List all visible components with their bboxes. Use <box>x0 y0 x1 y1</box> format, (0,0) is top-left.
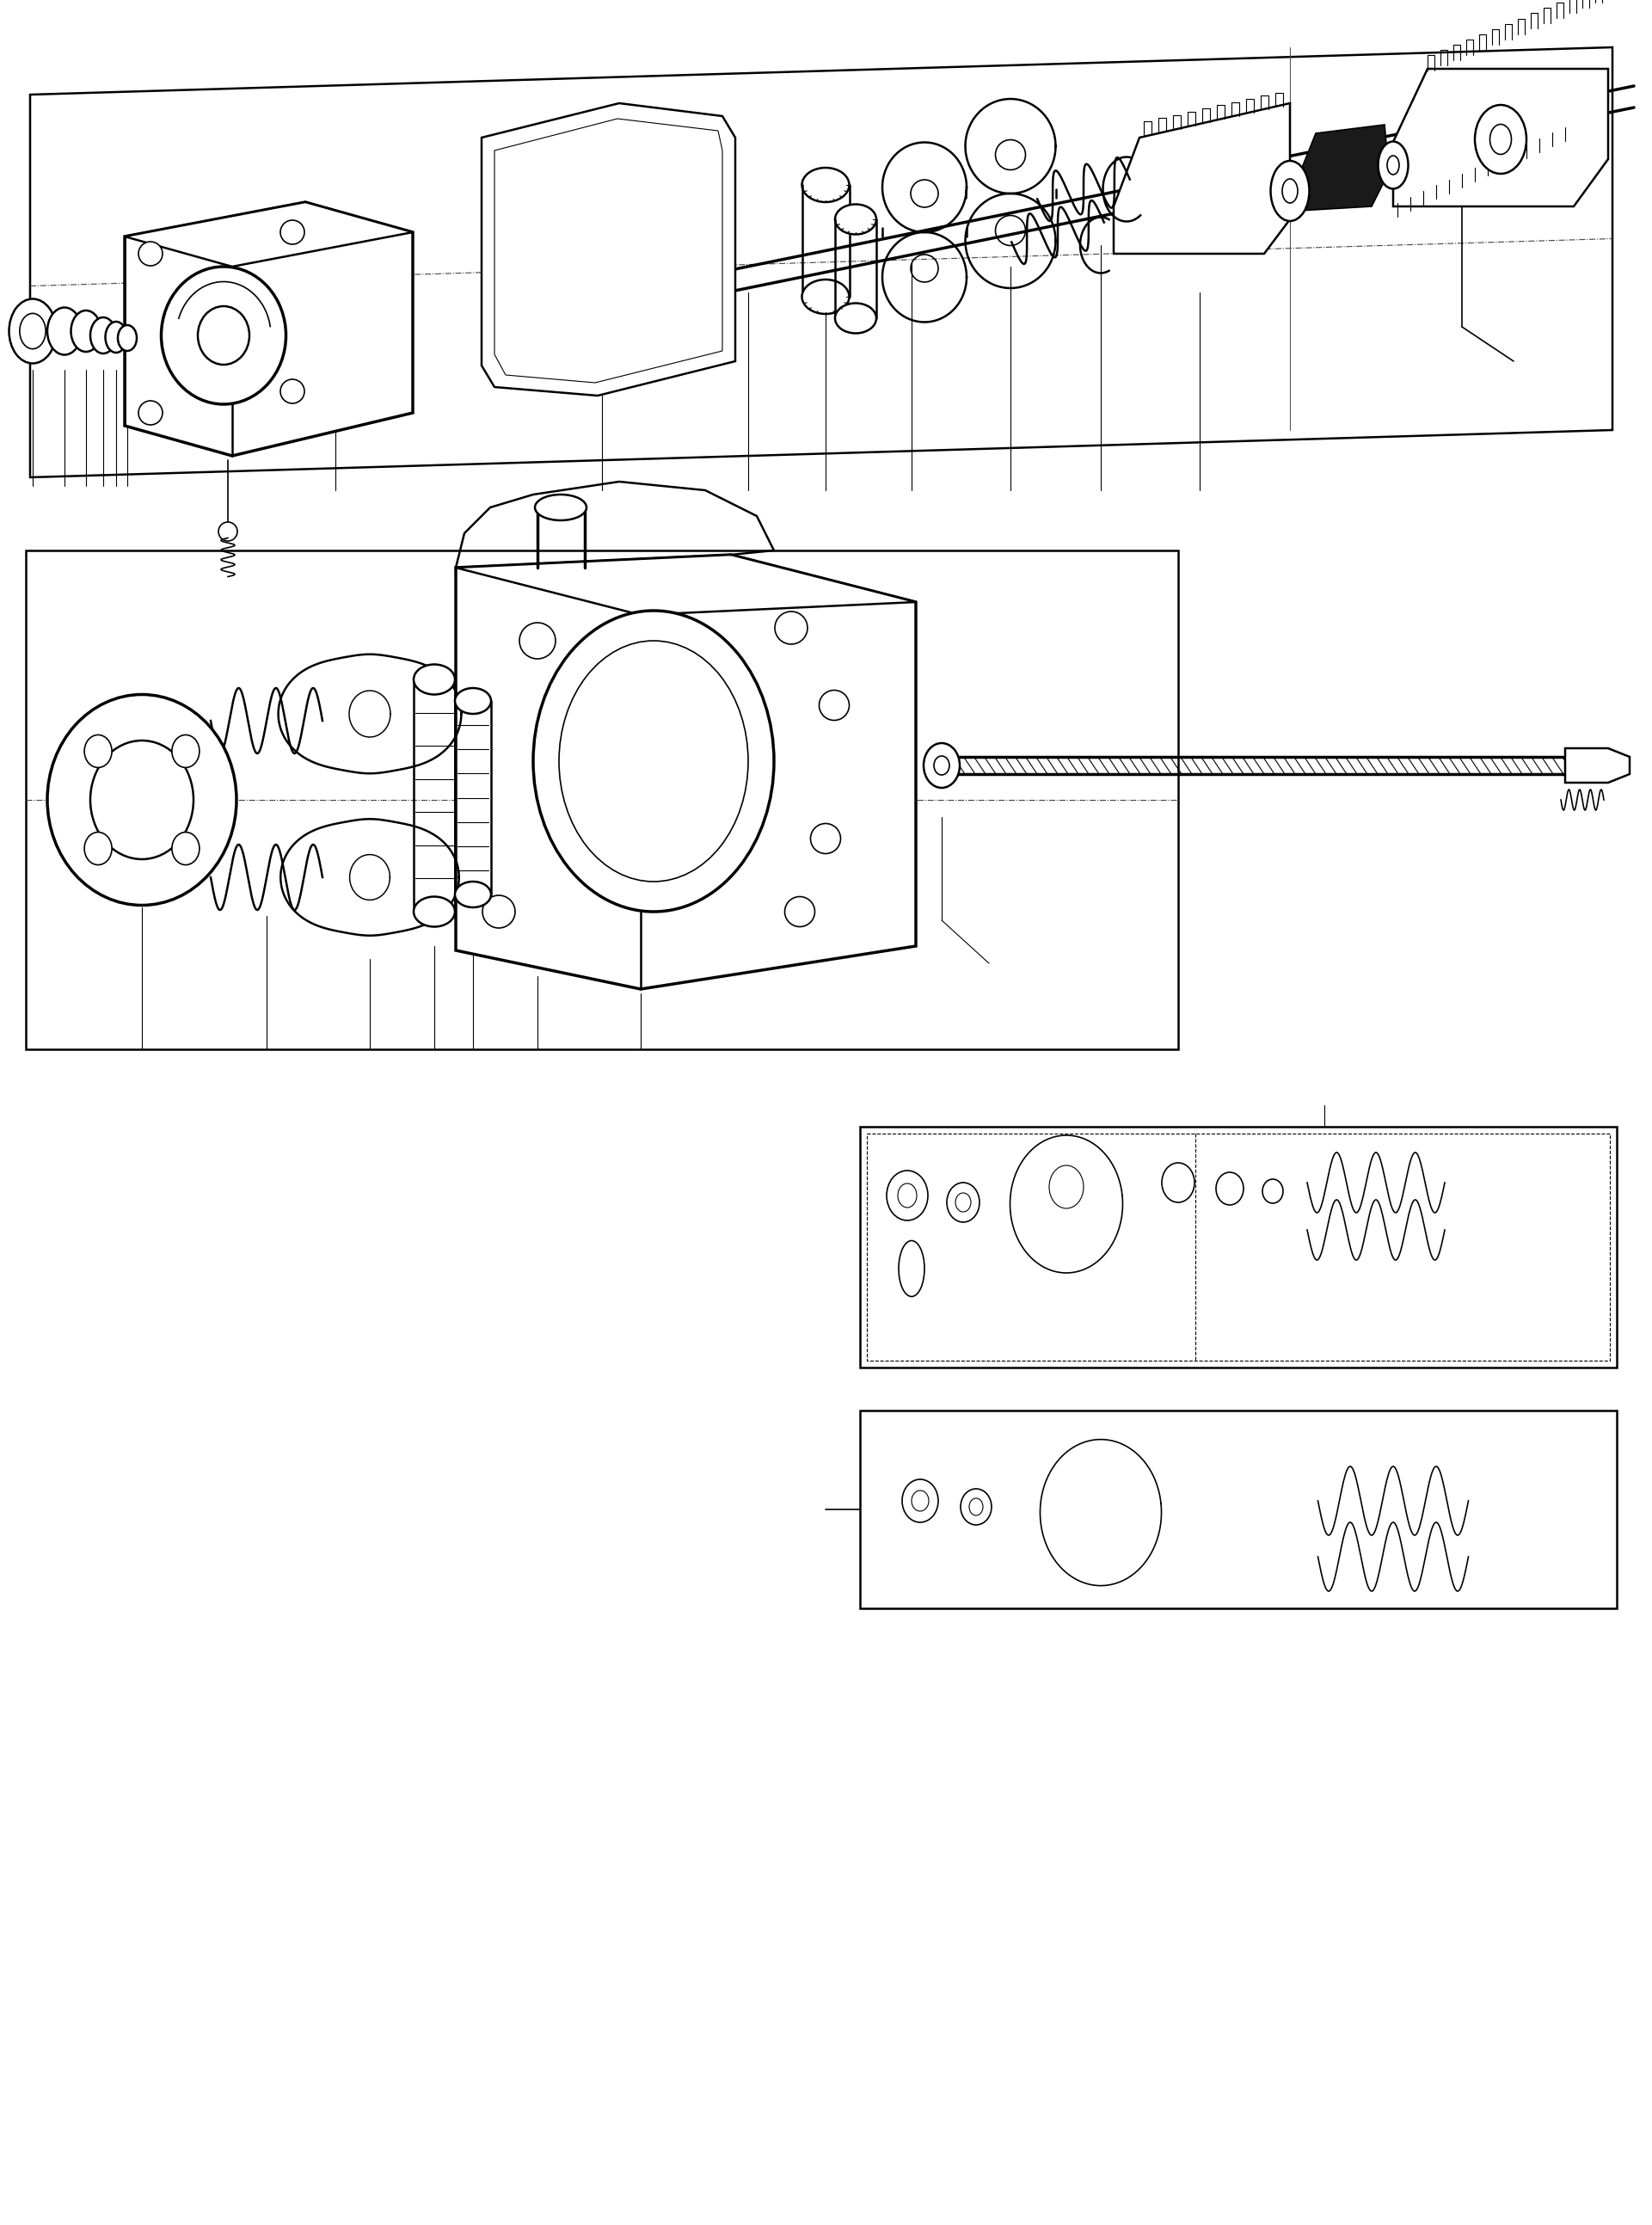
Ellipse shape <box>1378 142 1408 189</box>
Ellipse shape <box>923 743 960 788</box>
Ellipse shape <box>48 307 81 354</box>
Bar <box>861 1126 1617 1368</box>
Ellipse shape <box>139 243 162 265</box>
Polygon shape <box>482 102 735 396</box>
Polygon shape <box>456 554 915 990</box>
Ellipse shape <box>454 688 491 714</box>
Ellipse shape <box>834 303 876 334</box>
Ellipse shape <box>218 523 238 541</box>
Ellipse shape <box>947 1184 980 1222</box>
Ellipse shape <box>811 823 841 854</box>
Ellipse shape <box>84 734 112 768</box>
Ellipse shape <box>482 894 515 928</box>
Ellipse shape <box>454 881 491 908</box>
Ellipse shape <box>84 832 112 866</box>
Ellipse shape <box>117 325 137 352</box>
Ellipse shape <box>801 167 849 202</box>
Polygon shape <box>124 202 413 267</box>
Ellipse shape <box>834 205 876 234</box>
Ellipse shape <box>162 267 286 405</box>
Ellipse shape <box>801 280 849 314</box>
Ellipse shape <box>139 400 162 425</box>
Ellipse shape <box>1161 1164 1194 1202</box>
Ellipse shape <box>1270 160 1310 220</box>
Ellipse shape <box>1262 1179 1284 1204</box>
Ellipse shape <box>172 832 200 866</box>
Ellipse shape <box>960 1489 991 1524</box>
Polygon shape <box>1564 748 1629 783</box>
Bar <box>867 1133 1609 1362</box>
Ellipse shape <box>535 494 586 521</box>
Ellipse shape <box>91 318 116 354</box>
Polygon shape <box>456 554 915 614</box>
Ellipse shape <box>281 378 304 403</box>
Ellipse shape <box>519 623 555 659</box>
Ellipse shape <box>785 897 814 928</box>
Ellipse shape <box>172 734 200 768</box>
Ellipse shape <box>534 610 775 912</box>
Polygon shape <box>1113 102 1290 254</box>
Ellipse shape <box>106 323 127 352</box>
Ellipse shape <box>819 690 849 721</box>
Ellipse shape <box>71 312 101 352</box>
Ellipse shape <box>281 220 304 245</box>
Ellipse shape <box>902 1480 938 1522</box>
Polygon shape <box>124 202 413 456</box>
Ellipse shape <box>413 897 454 928</box>
Ellipse shape <box>1216 1173 1244 1206</box>
Ellipse shape <box>899 1242 925 1297</box>
Ellipse shape <box>775 612 808 645</box>
Ellipse shape <box>887 1170 928 1222</box>
Ellipse shape <box>413 665 454 694</box>
Bar <box>861 1411 1617 1609</box>
Polygon shape <box>1298 125 1389 211</box>
Polygon shape <box>1393 69 1607 207</box>
Ellipse shape <box>1475 105 1526 174</box>
Ellipse shape <box>8 298 56 363</box>
Ellipse shape <box>48 694 236 906</box>
